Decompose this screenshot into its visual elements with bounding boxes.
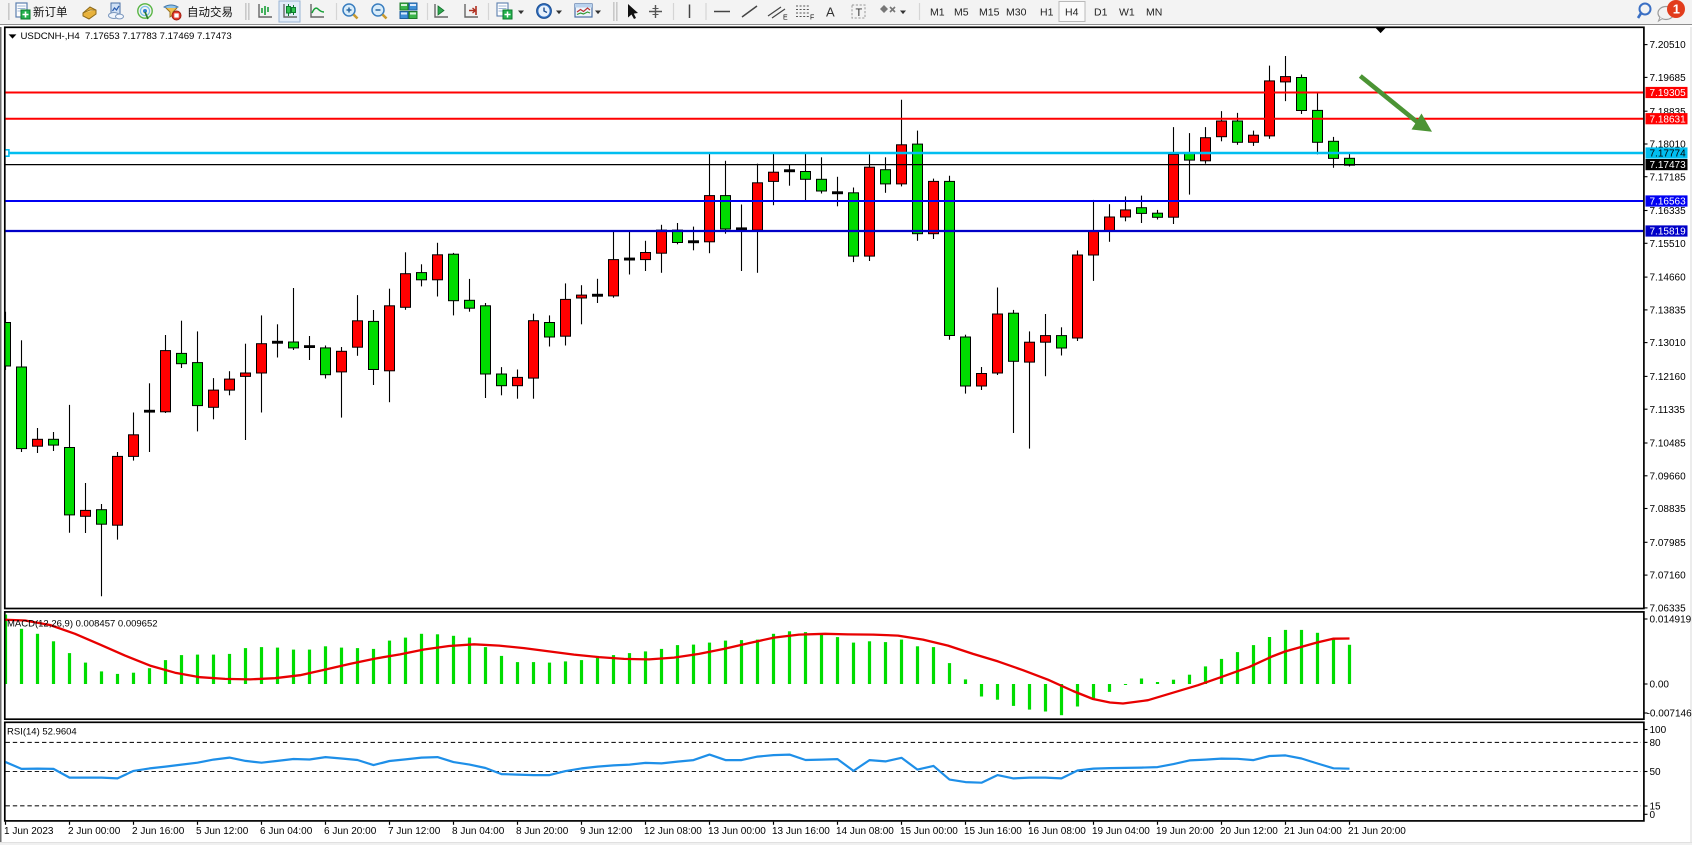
svg-text:12 Jun 08:00: 12 Jun 08:00 (644, 826, 702, 837)
svg-text:5 Jun 12:00: 5 Jun 12:00 (196, 826, 249, 837)
svg-text:0: 0 (1650, 810, 1656, 821)
svg-text:7.15510: 7.15510 (1650, 239, 1687, 250)
svg-text:16 Jun 08:00: 16 Jun 08:00 (1028, 826, 1086, 837)
svg-text:7.18835: 7.18835 (1650, 107, 1687, 118)
svg-text:15: 15 (1650, 802, 1662, 813)
svg-text:7.06335: 7.06335 (1650, 604, 1687, 615)
svg-text:6 Jun 20:00: 6 Jun 20:00 (324, 826, 377, 837)
svg-text:MN: MN (1146, 7, 1162, 19)
svg-text:8 Jun 20:00: 8 Jun 20:00 (516, 826, 569, 837)
svg-text:自动交易: 自动交易 (187, 5, 233, 19)
svg-text:H4: H4 (1065, 7, 1079, 19)
svg-text:1: 1 (1673, 2, 1680, 17)
svg-text:21 Jun 20:00: 21 Jun 20:00 (1348, 826, 1406, 837)
svg-text:15 Jun 16:00: 15 Jun 16:00 (964, 826, 1022, 837)
svg-text:7.16563: 7.16563 (1650, 197, 1687, 208)
svg-text:9 Jun 12:00: 9 Jun 12:00 (580, 826, 633, 837)
svg-text:7.10485: 7.10485 (1650, 439, 1687, 450)
svg-text:M5: M5 (954, 7, 969, 19)
svg-text:100: 100 (1650, 725, 1667, 736)
svg-text:0.00: 0.00 (1650, 680, 1670, 691)
svg-text:19 Jun 04:00: 19 Jun 04:00 (1092, 826, 1150, 837)
svg-text:14 Jun 08:00: 14 Jun 08:00 (836, 826, 894, 837)
svg-text:RSI(14) 52.9604: RSI(14) 52.9604 (7, 726, 77, 737)
svg-text:1 Jun 2023: 1 Jun 2023 (4, 826, 54, 837)
svg-text:A: A (826, 5, 835, 20)
svg-text:MACD(12,26,9) 0.008457 0.00965: MACD(12,26,9) 0.008457 0.009652 (7, 618, 158, 629)
svg-text:19 Jun 20:00: 19 Jun 20:00 (1156, 826, 1214, 837)
svg-text:7.18631: 7.18631 (1650, 114, 1687, 125)
svg-text:7.12160: 7.12160 (1650, 372, 1687, 383)
svg-text:新订单: 新订单 (33, 5, 68, 19)
svg-text:8 Jun 04:00: 8 Jun 04:00 (452, 826, 505, 837)
svg-text:13 Jun 00:00: 13 Jun 00:00 (708, 826, 766, 837)
svg-text:M30: M30 (1006, 7, 1027, 19)
svg-text:7.16335: 7.16335 (1650, 206, 1687, 217)
svg-text:7.20510: 7.20510 (1650, 40, 1687, 51)
svg-text:21 Jun 04:00: 21 Jun 04:00 (1284, 826, 1342, 837)
svg-text:M1: M1 (930, 7, 945, 19)
svg-text:H1: H1 (1040, 7, 1054, 19)
svg-text:7.07160: 7.07160 (1650, 571, 1687, 582)
svg-text:7.15819: 7.15819 (1650, 227, 1687, 238)
svg-text:7.19305: 7.19305 (1650, 88, 1687, 99)
svg-text:15 Jun 00:00: 15 Jun 00:00 (900, 826, 958, 837)
svg-text:USDCNH-,H4 7.17653 7.17783 7.: USDCNH-,H4 7.17653 7.17783 7.17469 7.174… (21, 31, 232, 42)
svg-text:7.13010: 7.13010 (1650, 338, 1687, 349)
svg-text:7.11335: 7.11335 (1650, 405, 1686, 416)
svg-text:7.19685: 7.19685 (1650, 73, 1687, 84)
svg-text:7 Jun 12:00: 7 Jun 12:00 (388, 826, 441, 837)
svg-text:80: 80 (1650, 738, 1662, 749)
svg-text:2 Jun 16:00: 2 Jun 16:00 (132, 826, 185, 837)
svg-text:M15: M15 (979, 7, 1000, 19)
svg-text:2 Jun 00:00: 2 Jun 00:00 (68, 826, 121, 837)
svg-text:-0.007146: -0.007146 (1647, 709, 1692, 720)
svg-text:T: T (856, 7, 863, 19)
svg-text:E: E (783, 15, 788, 22)
svg-text:7.09660: 7.09660 (1650, 471, 1687, 482)
svg-text:6 Jun 04:00: 6 Jun 04:00 (260, 826, 313, 837)
svg-text:0.014919: 0.014919 (1650, 615, 1692, 626)
svg-text:7.08835: 7.08835 (1650, 504, 1687, 515)
svg-text:7.17473: 7.17473 (1650, 160, 1687, 171)
svg-text:7.17774: 7.17774 (1650, 149, 1687, 160)
svg-text:W1: W1 (1119, 7, 1135, 19)
svg-text:20 Jun 12:00: 20 Jun 12:00 (1220, 826, 1278, 837)
svg-text:50: 50 (1650, 767, 1662, 778)
svg-text:F: F (810, 15, 814, 22)
svg-text:7.07985: 7.07985 (1650, 538, 1687, 549)
svg-text:7.18010: 7.18010 (1650, 140, 1687, 151)
svg-text:7.13835: 7.13835 (1650, 306, 1687, 317)
svg-text:D1: D1 (1094, 7, 1108, 19)
svg-text:7.14660: 7.14660 (1650, 273, 1687, 284)
svg-text:13 Jun 16:00: 13 Jun 16:00 (772, 826, 830, 837)
svg-text:7.17185: 7.17185 (1650, 172, 1687, 183)
